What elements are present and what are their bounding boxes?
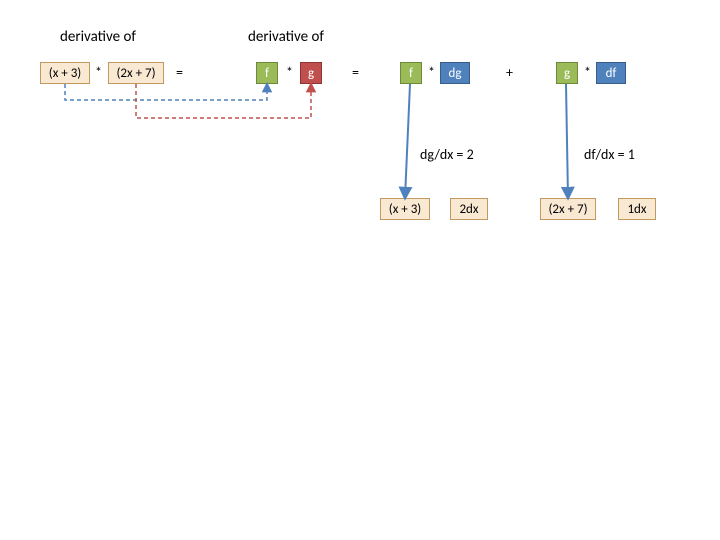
box-dg: dg (440, 62, 470, 84)
arrow-f-down (405, 84, 410, 198)
box-r3-2xplus7: (2x + 7) (540, 198, 596, 220)
box-2x-plus-7: (2x + 7) (108, 62, 164, 84)
dash-blue-connector (65, 84, 267, 100)
box-r3-1dx: 1dx (618, 198, 656, 220)
header-right: derivative of (248, 28, 324, 46)
box-g2: g (556, 62, 578, 84)
op-mult-3: * (428, 64, 435, 81)
box-df: df (596, 62, 626, 84)
label-dfdx: df/dx = 1 (584, 146, 635, 163)
op-eq-1: = (176, 64, 183, 81)
label-dgdx: dg/dx = 2 (420, 146, 474, 163)
box-f: f (256, 62, 278, 84)
box-x-plus-3: (x + 3) (40, 62, 90, 84)
op-mult-2: * (286, 64, 293, 81)
box-f2: f (400, 62, 422, 84)
arrow-g-down (566, 84, 568, 198)
op-mult-4: * (584, 64, 591, 81)
box-r3-2dx: 2dx (450, 198, 488, 220)
header-left: derivative of (60, 28, 136, 46)
dash-red-connector (136, 84, 311, 118)
box-r3-xplus3: (x + 3) (380, 198, 430, 220)
box-g: g (300, 62, 322, 84)
op-plus: + (506, 64, 513, 81)
op-eq-2: = (352, 64, 359, 81)
op-mult-1: * (95, 64, 102, 81)
